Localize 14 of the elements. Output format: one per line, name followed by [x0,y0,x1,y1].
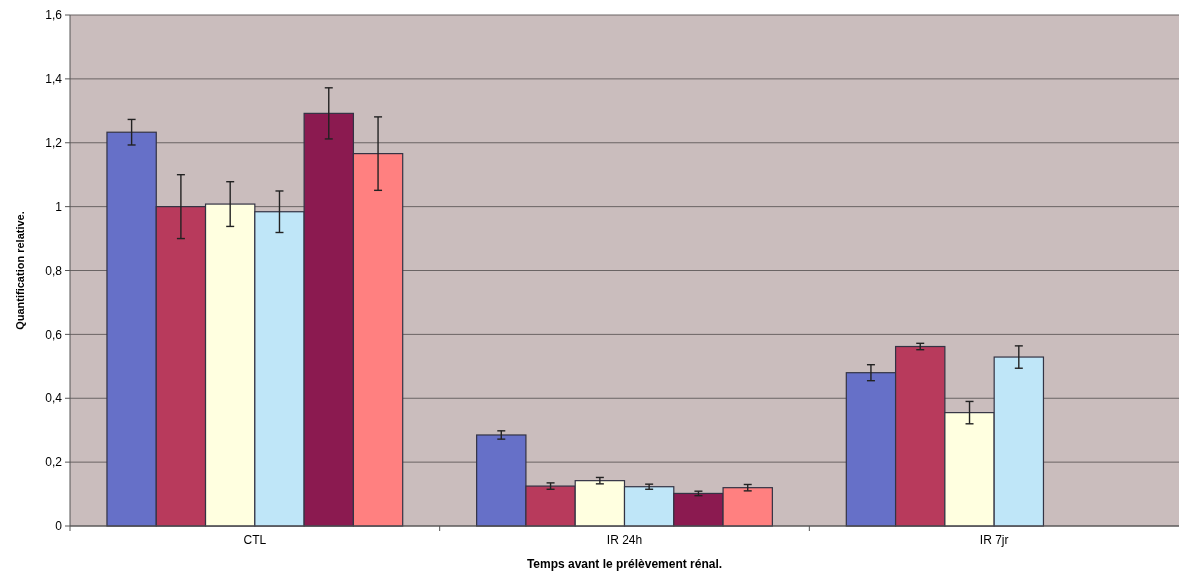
y-tick-label: 0,6 [45,327,63,342]
y-tick-label: 0,8 [45,263,63,278]
y-tick-label: 1,2 [45,135,63,150]
y-tick-label: 0,2 [45,455,63,470]
y-tick-label: 1,4 [45,72,63,87]
y-tick-label: 0,4 [45,391,63,406]
x-tick-label: IR 7jr [979,533,1009,547]
y-tick-label: 0 [55,519,63,534]
y-tick-label: 1,6 [45,8,63,23]
y-axis-title: Quantification relative. [14,211,26,330]
x-tick-label: IR 24h [606,533,643,547]
x-tick-label: CTL [243,533,267,547]
y-tick-label: 1 [55,199,63,214]
x-axis-title: Temps avant le prélèvement rénal. [526,557,723,571]
